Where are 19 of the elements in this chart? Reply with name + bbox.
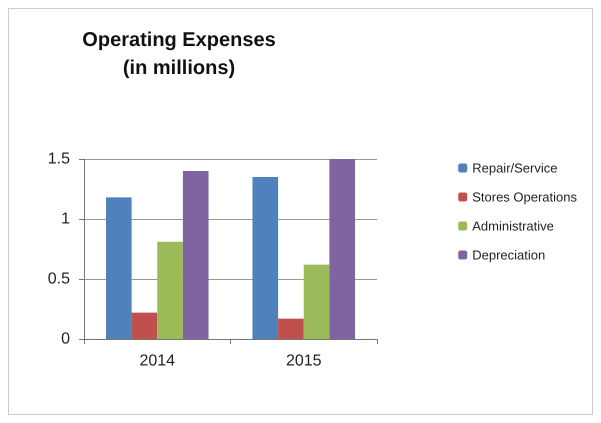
legend-label: Stores Operations <box>472 190 578 204</box>
y-tick-label: 0 <box>61 330 70 348</box>
legend-label: Administrative <box>472 218 554 234</box>
x-tick-label: 2015 <box>286 352 322 370</box>
bar <box>329 159 356 339</box>
legend-label: Repair/Service <box>472 160 558 176</box>
legend-label: Depreciation <box>472 248 546 262</box>
bar <box>132 312 158 339</box>
bar <box>304 264 330 339</box>
chart-title: Operating Expenses (in millions) <box>82 29 276 79</box>
bar <box>157 242 183 339</box>
bar <box>182 171 209 339</box>
bar <box>252 177 278 339</box>
x-tick-label: 2014 <box>139 352 176 370</box>
bar <box>106 197 132 339</box>
y-tick-label: 1.5 <box>48 150 70 168</box>
y-tick-label: 1 <box>61 210 70 228</box>
y-tick-label: 0.5 <box>48 270 70 288</box>
bar <box>278 318 304 339</box>
